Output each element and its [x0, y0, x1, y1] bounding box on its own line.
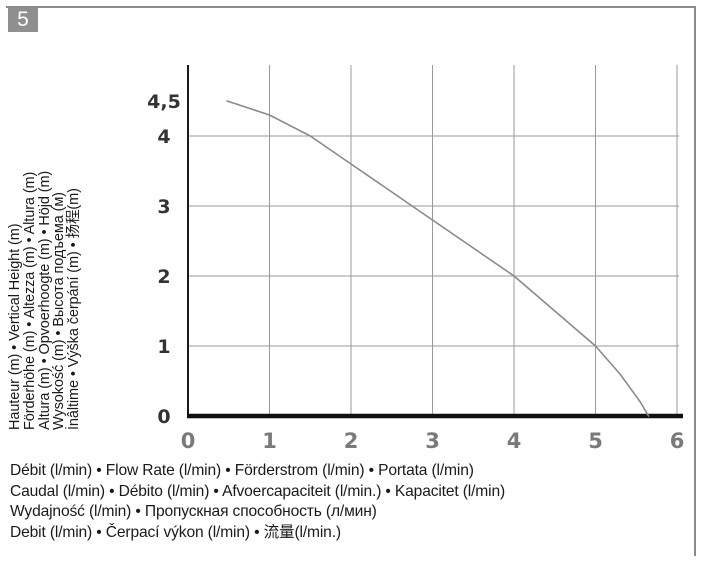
y-tick-label: 1 — [157, 336, 170, 358]
y-tick-label: 4 — [157, 126, 170, 148]
x-tick-label: 3 — [425, 429, 440, 453]
x-tick-label: 6 — [670, 429, 685, 453]
x-tick-label: 5 — [588, 429, 603, 453]
y-tick-label: 0 — [157, 406, 170, 428]
x-tick-label: 1 — [262, 429, 277, 453]
x-tick-label: 4 — [507, 429, 522, 453]
x-axis-label: Débit (l/min) • Flow Rate (l/min) • Förd… — [10, 461, 700, 543]
x-axis-label-line: Caudal (l/min) • Débito (l/min) • Afvoer… — [10, 482, 700, 503]
y-tick-label: 4,5 — [147, 91, 181, 113]
x-axis-label-line: Wydajność (l/min) • Пропускная способнос… — [10, 502, 700, 523]
series-line — [227, 101, 648, 416]
y-tick-label: 3 — [157, 196, 170, 218]
x-tick-label: 2 — [344, 429, 359, 453]
y-tick-label: 2 — [157, 266, 170, 288]
x-tick-label: 0 — [181, 429, 196, 453]
x-axis-label-line: Débit (l/min) • Flow Rate (l/min) • Förd… — [10, 461, 700, 482]
x-axis-label-line: Debit (l/min) • Čerpací výkon (l/min) • … — [10, 523, 700, 544]
